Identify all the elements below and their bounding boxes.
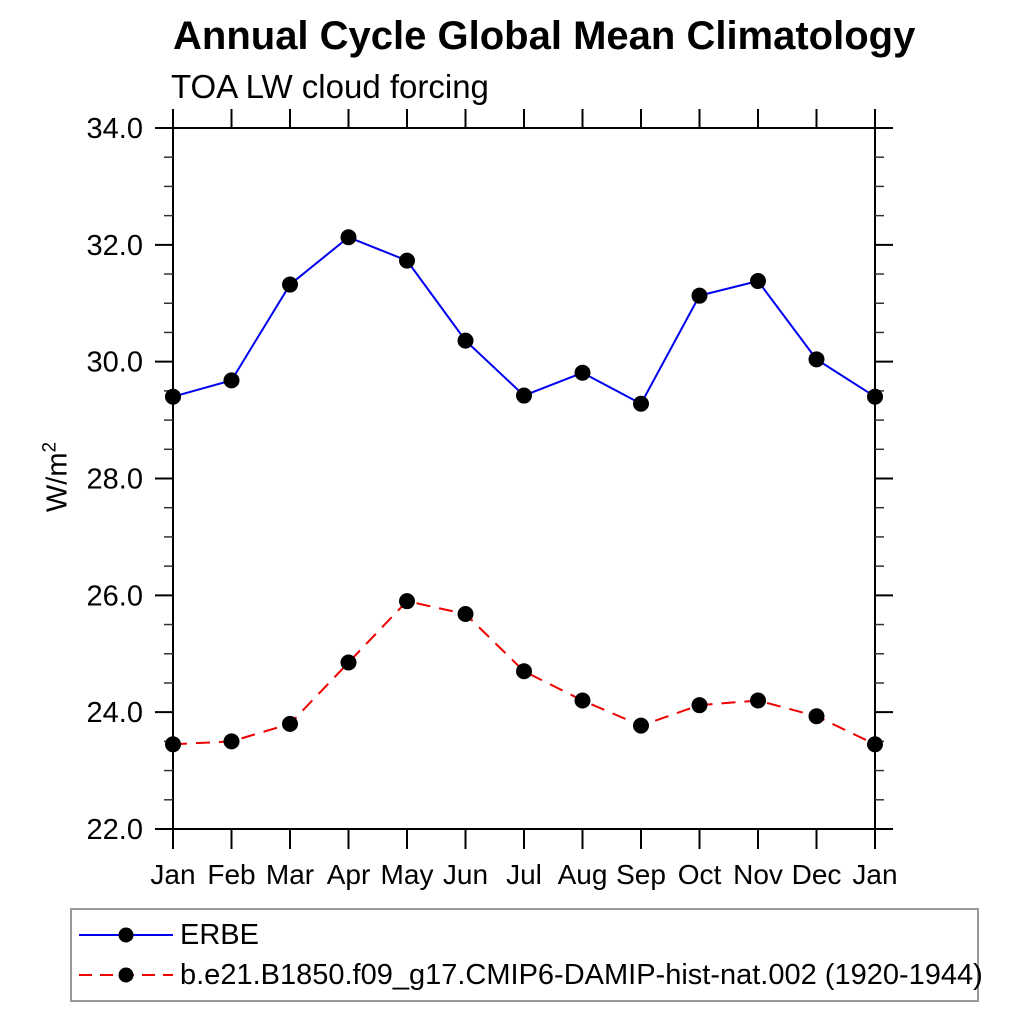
x-tick-label: Jan [852,859,897,890]
data-point-marker [691,697,708,714]
data-point-marker [867,388,883,405]
data-point-marker [340,654,357,671]
x-tick-label: Sep [616,859,666,890]
legend-label-model: b.e21.B1850.f09_g17.CMIP6-DAMIP-hist-nat… [180,958,983,991]
x-tick-label: Oct [678,859,722,890]
x-tick-label: Feb [207,859,255,890]
series-line-0 [172,236,876,406]
chart-subtitle: TOA LW cloud forcing [171,68,489,105]
y-tick-label: 22.0 [87,814,143,846]
x-tick-label: Aug [558,859,608,890]
data-point-marker [282,715,298,732]
legend-marker-model [118,967,134,983]
y-tick-label: 26.0 [87,580,143,612]
legend-line-sample-erbe [79,927,173,943]
data-point-marker [867,736,883,753]
data-point-marker [633,717,649,734]
legend-marker-erbe [118,927,134,943]
y-tick-label: 30.0 [87,347,143,379]
x-tick-label: Dec [792,859,842,890]
data-point-marker [808,708,825,725]
legend: ERBE b.e21.B1850.f09_g17.CMIP6-DAMIP-his… [70,908,983,1002]
data-point-marker [574,692,591,709]
y-tick-label: 24.0 [87,697,143,729]
y-tick-label: 34.0 [87,113,143,145]
x-tick-label: Apr [327,859,371,890]
legend-item-erbe: ERBE [72,915,977,955]
data-point-marker [165,388,181,405]
legend-line-sample-model [79,967,173,983]
y-tick-label: 28.0 [87,464,143,496]
data-point-marker [165,736,181,753]
data-point-marker [633,395,649,412]
data-point-marker [516,387,532,404]
data-point-marker [223,372,240,389]
data-point-marker [750,273,766,290]
data-point-marker [516,663,532,680]
data-point-marker [457,606,474,623]
data-point-marker [457,332,474,349]
x-tick-label: Jan [150,859,195,890]
data-point-marker [399,593,415,610]
y-tick-label: 32.0 [87,230,143,262]
legend-item-model: b.e21.B1850.f09_g17.CMIP6-DAMIP-hist-nat… [72,955,983,995]
data-point-marker [750,692,766,709]
data-point-marker [808,351,825,368]
data-point-marker [691,287,708,304]
data-point-marker [282,276,298,293]
x-tick-label: Mar [266,859,314,890]
x-tick-label: Nov [733,859,783,890]
data-point-marker [223,733,240,750]
plot-frame [172,127,876,830]
data-point-marker [399,252,415,269]
data-point-marker [574,364,591,381]
x-tick-label: Jul [506,859,542,890]
x-tick-label: Jun [443,859,488,890]
chart-title: Annual Cycle Global Mean Climatology [173,14,916,58]
x-tick-label: May [381,859,434,890]
data-point-marker [340,229,357,246]
legend-label-erbe: ERBE [180,918,259,951]
